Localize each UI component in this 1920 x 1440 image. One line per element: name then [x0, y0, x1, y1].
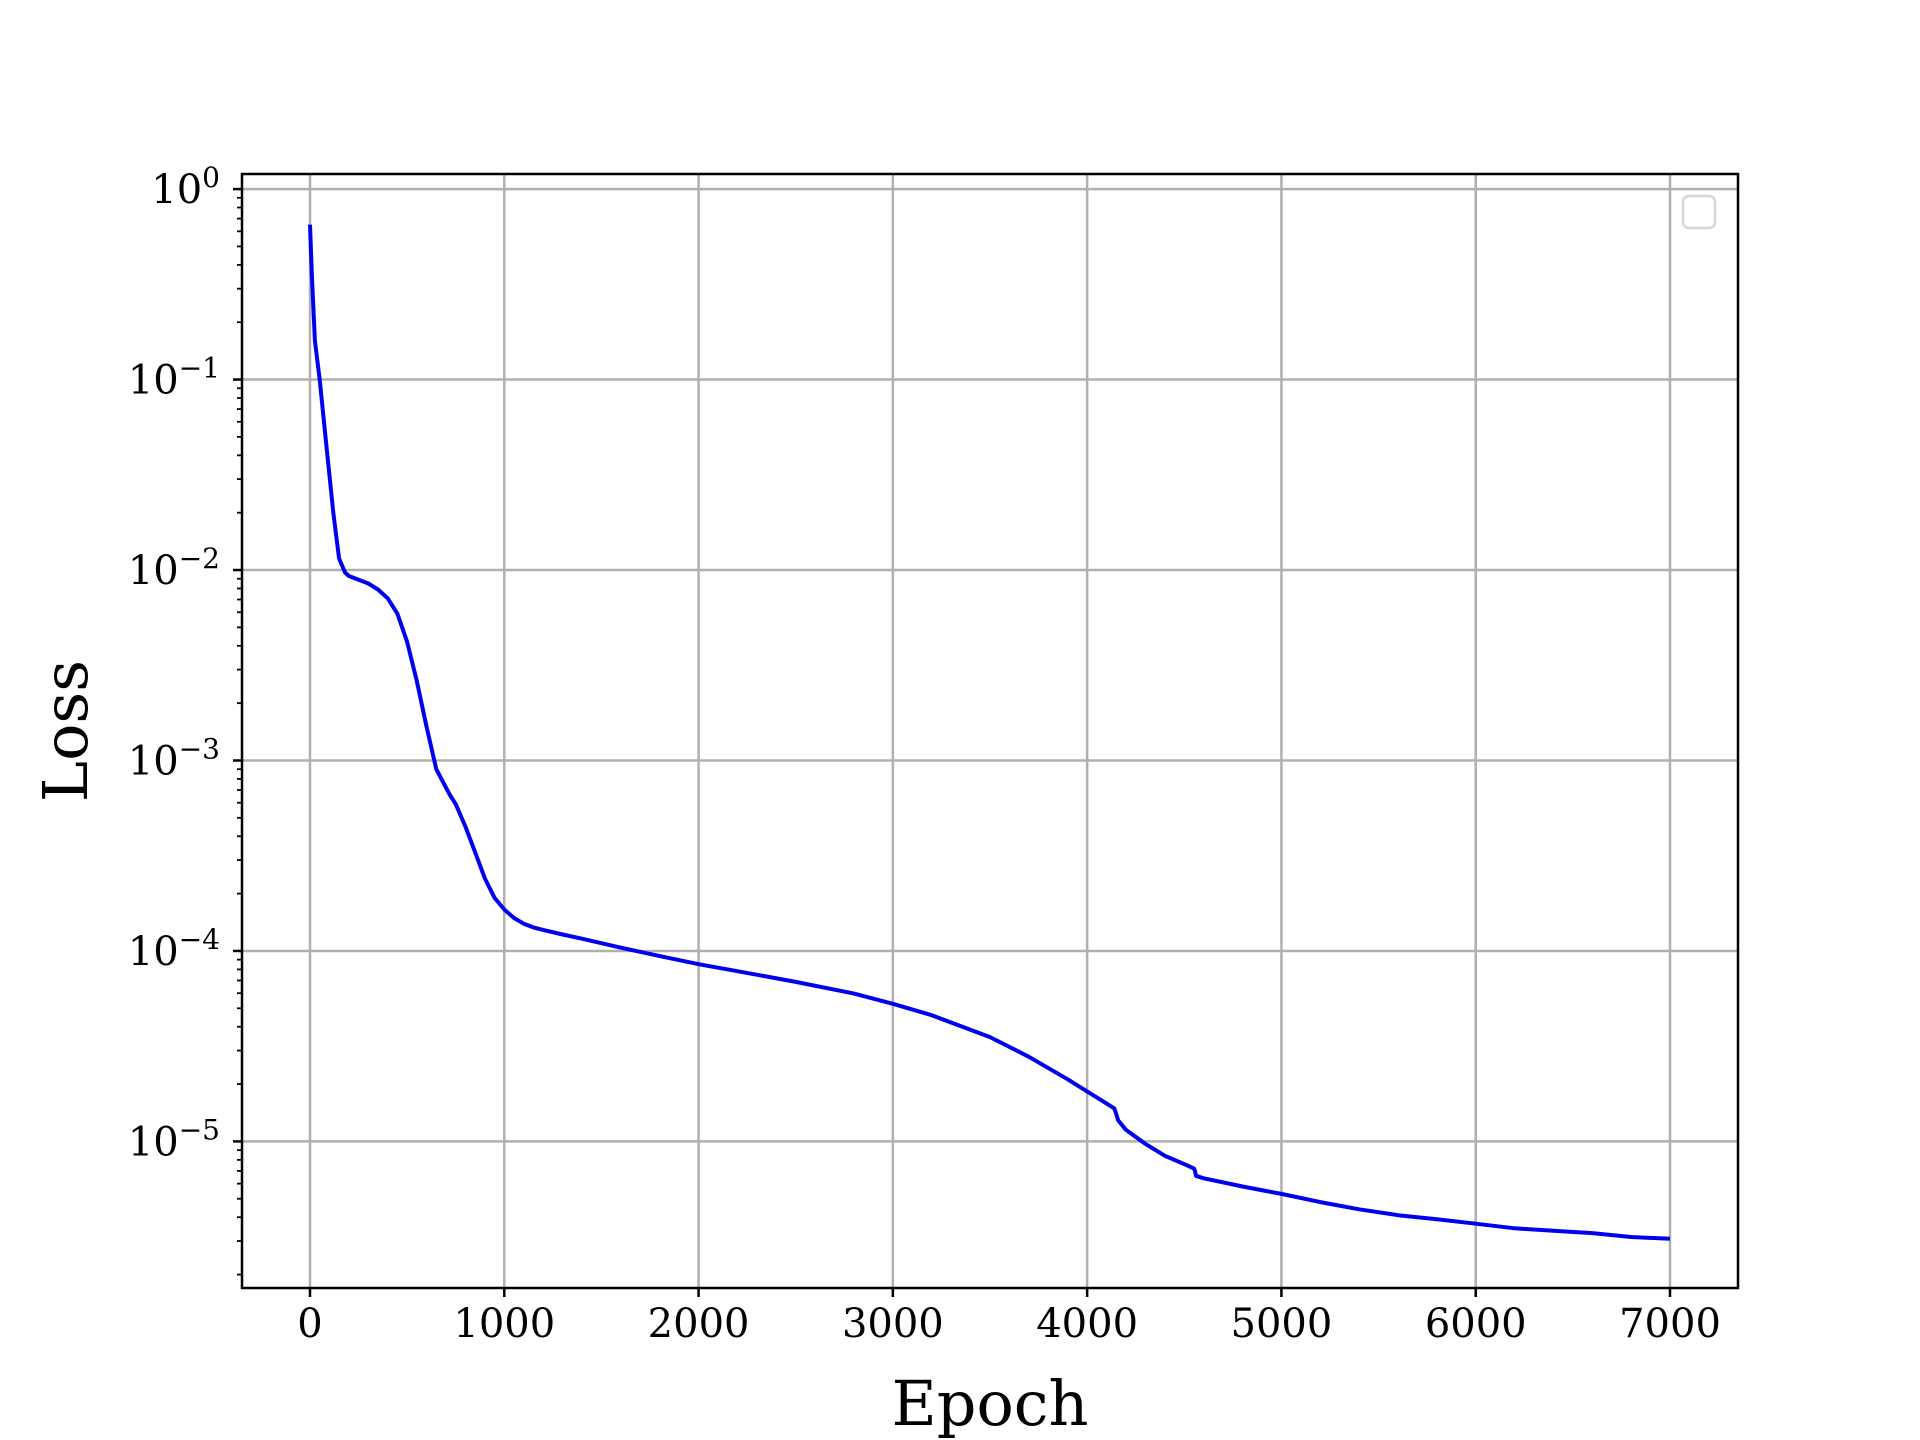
x-tick-label: 0 — [297, 1301, 322, 1347]
tick-labels: 0 1000 2000 3000 4000 5000 6000 7000 100 10−1 10−2… — [128, 161, 1721, 1347]
plot-frame — [240, 172, 1740, 1290]
x-tick-label: 2000 — [648, 1301, 750, 1347]
x-axis-label: Epoch — [892, 1367, 1089, 1440]
y-tick-label: 10−1 — [128, 352, 220, 404]
series-layer — [308, 224, 1671, 1241]
y-tick-label: 10−5 — [128, 1113, 220, 1165]
x-tick-label: 6000 — [1425, 1301, 1527, 1347]
x-tick-label: 4000 — [1036, 1301, 1138, 1347]
y-axis-label: Loss — [29, 660, 102, 802]
x-tick-label: 3000 — [842, 1301, 944, 1347]
y-tick-label: 100 — [151, 161, 220, 213]
x-tick-label: 1000 — [453, 1301, 555, 1347]
x-tick-label: 5000 — [1231, 1301, 1333, 1347]
y-tick-label: 10−2 — [128, 542, 220, 594]
legend — [1681, 194, 1717, 230]
loss-line — [308, 224, 1671, 1241]
y-tick-label: 10−4 — [128, 923, 220, 975]
y-tick-label: 10−3 — [128, 732, 220, 784]
axis-ticks — [233, 187, 1672, 1297]
x-tick-label: 7000 — [1619, 1301, 1721, 1347]
grid — [242, 174, 1738, 1288]
